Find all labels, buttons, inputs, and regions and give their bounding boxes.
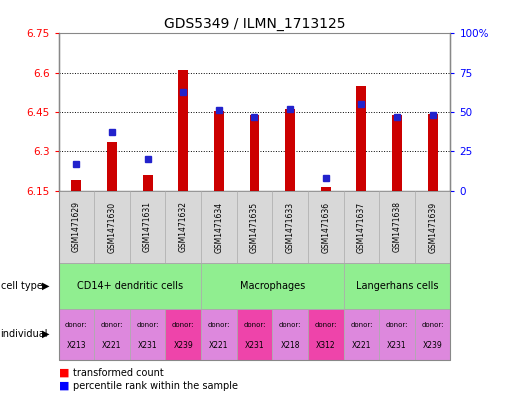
Bar xyxy=(214,111,224,191)
Text: X221: X221 xyxy=(102,341,122,350)
Text: X231: X231 xyxy=(138,341,157,350)
Text: ▶: ▶ xyxy=(42,329,50,339)
Text: GSM1471633: GSM1471633 xyxy=(286,201,295,253)
Text: GSM1471631: GSM1471631 xyxy=(143,202,152,252)
Bar xyxy=(71,180,81,191)
Text: X213: X213 xyxy=(67,341,86,350)
Text: donor:: donor: xyxy=(279,322,301,328)
Text: donor:: donor: xyxy=(315,322,337,328)
Bar xyxy=(356,86,366,191)
Bar xyxy=(392,115,402,191)
Bar xyxy=(178,70,188,191)
Bar xyxy=(143,175,153,191)
Text: X218: X218 xyxy=(280,341,300,350)
Text: ▶: ▶ xyxy=(42,281,50,291)
Text: X239: X239 xyxy=(423,341,442,350)
Text: Macrophages: Macrophages xyxy=(240,281,305,291)
Text: donor:: donor: xyxy=(350,322,373,328)
Text: GSM1471637: GSM1471637 xyxy=(357,201,366,253)
Text: GSM1471638: GSM1471638 xyxy=(392,202,402,252)
Text: GSM1471632: GSM1471632 xyxy=(179,202,188,252)
Text: donor:: donor: xyxy=(65,322,88,328)
Text: X221: X221 xyxy=(209,341,229,350)
Text: Langerhans cells: Langerhans cells xyxy=(356,281,438,291)
Text: donor:: donor: xyxy=(172,322,194,328)
Bar xyxy=(249,115,260,191)
Text: cell type: cell type xyxy=(1,281,42,291)
Bar xyxy=(107,142,117,191)
Text: GSM1471629: GSM1471629 xyxy=(72,202,81,252)
Text: GSM1471630: GSM1471630 xyxy=(107,201,117,253)
Text: X231: X231 xyxy=(245,341,264,350)
Text: individual: individual xyxy=(1,329,48,339)
Text: CD14+ dendritic cells: CD14+ dendritic cells xyxy=(77,281,183,291)
Text: transformed count: transformed count xyxy=(73,367,163,378)
Text: X231: X231 xyxy=(387,341,407,350)
Text: GSM1471636: GSM1471636 xyxy=(321,201,330,253)
Text: GSM1471639: GSM1471639 xyxy=(428,201,437,253)
Text: donor:: donor: xyxy=(136,322,159,328)
Text: donor:: donor: xyxy=(243,322,266,328)
Text: GSM1471634: GSM1471634 xyxy=(214,201,223,253)
Text: donor:: donor: xyxy=(421,322,444,328)
Text: X239: X239 xyxy=(174,341,193,350)
Text: donor:: donor: xyxy=(101,322,123,328)
Text: X312: X312 xyxy=(316,341,335,350)
Bar xyxy=(321,187,331,191)
Text: donor:: donor: xyxy=(386,322,408,328)
Title: GDS5349 / ILMN_1713125: GDS5349 / ILMN_1713125 xyxy=(164,17,345,31)
Text: ■: ■ xyxy=(59,367,69,378)
Text: ■: ■ xyxy=(59,381,69,391)
Bar xyxy=(428,114,438,191)
Text: percentile rank within the sample: percentile rank within the sample xyxy=(73,381,238,391)
Text: GSM1471635: GSM1471635 xyxy=(250,201,259,253)
Text: donor:: donor: xyxy=(208,322,230,328)
Text: X221: X221 xyxy=(352,341,371,350)
Bar xyxy=(285,109,295,191)
